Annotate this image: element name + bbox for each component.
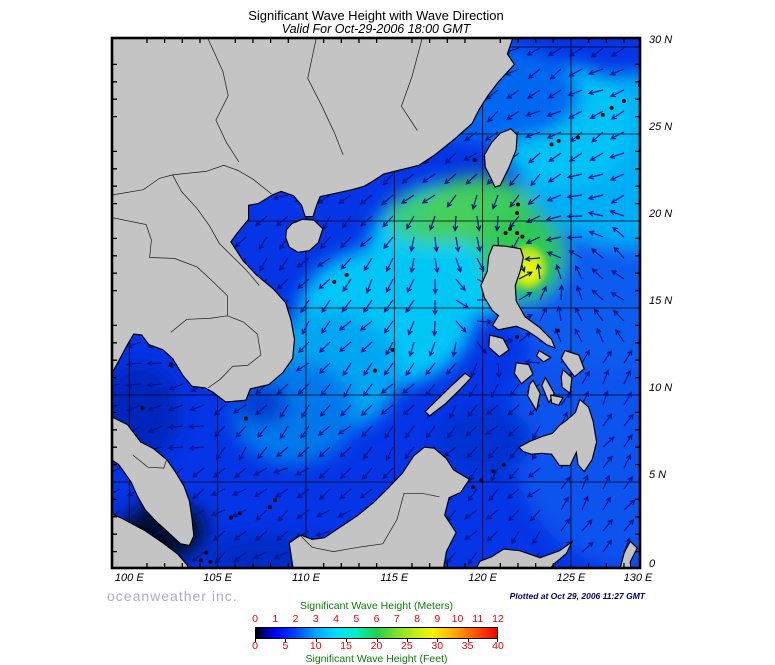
y-tick-label: 15 N <box>649 295 673 307</box>
land-layer <box>112 38 640 568</box>
x-tick-label: 115 E <box>380 572 409 584</box>
meters-tick-value: 9 <box>434 613 441 625</box>
feet-tick-mark <box>406 639 408 642</box>
feet-tick-value: 5 <box>282 640 289 652</box>
feet-tick-mark <box>376 639 378 642</box>
feet-tick-value: 35 <box>461 640 474 652</box>
meters-tick-value: 4 <box>333 613 339 625</box>
x-tick-label: 130 E <box>623 572 653 584</box>
y-tick-label: 10 N <box>649 382 673 394</box>
chart-subtitle: Valid For Oct-29-2006 18:00 GMT <box>281 22 471 36</box>
meters-tick-value: 5 <box>353 613 360 625</box>
feet-tick-value: 25 <box>401 640 413 652</box>
feet-tick-mark <box>315 639 317 642</box>
y-tick-label: 0 <box>649 558 656 570</box>
meters-tick-value: 6 <box>373 613 380 625</box>
feet-tick-value: 0 <box>252 640 258 652</box>
colorbar-gradient <box>255 627 498 639</box>
meters-tick-value: 2 <box>292 613 299 625</box>
meters-tick-value: 3 <box>312 613 319 625</box>
chart-title: Significant Wave Height with Wave Direct… <box>248 8 504 23</box>
y-tick-label: 20 N <box>649 208 673 220</box>
meters-tick-value: 7 <box>393 613 400 625</box>
meters-tick-value: 12 <box>492 613 504 625</box>
oceanweather-logo: oceanweather inc. <box>107 588 238 604</box>
feet-tick-mark <box>346 639 348 642</box>
feet-tick-mark <box>437 639 439 642</box>
x-tick-label: 120 E <box>468 572 497 584</box>
degree-tick-marks <box>112 38 640 568</box>
y-tick-label: 5 N <box>649 469 667 481</box>
feet-tick-value: 40 <box>492 640 504 652</box>
y-tick-label: 25 N <box>649 121 673 133</box>
meters-tick-value: 10 <box>451 613 464 625</box>
x-tick-label: 105 E <box>203 572 232 584</box>
x-tick-label: 110 E <box>292 572 320 584</box>
feet-tick-mark <box>285 639 287 642</box>
colorbar-label-meters: Significant Wave Height (Meters) <box>299 600 454 612</box>
meters-tick-value: 1 <box>272 613 279 625</box>
x-tick-label: 100 E <box>114 572 144 584</box>
plotted-timestamp: Plotted at Oct 29, 2006 11:27 GMT <box>509 591 645 601</box>
meters-tick-value: 0 <box>252 613 258 625</box>
feet-tick-value: 30 <box>431 640 444 652</box>
meters-tick-value: 11 <box>472 613 484 625</box>
y-tick-label: 30 N <box>649 34 673 46</box>
feet-tick-value: 10 <box>309 640 322 652</box>
colorbar-label-feet: Significant Wave Height (Feet) <box>305 653 448 665</box>
feet-tick-mark <box>255 639 256 642</box>
feet-tick-value: 20 <box>370 640 383 652</box>
meters-tick-value: 8 <box>414 613 420 625</box>
feet-tick-mark <box>467 639 469 642</box>
feet-tick-mark <box>497 639 498 642</box>
x-tick-label: 125 E <box>556 572 586 584</box>
feet-tick-value: 15 <box>340 640 352 652</box>
